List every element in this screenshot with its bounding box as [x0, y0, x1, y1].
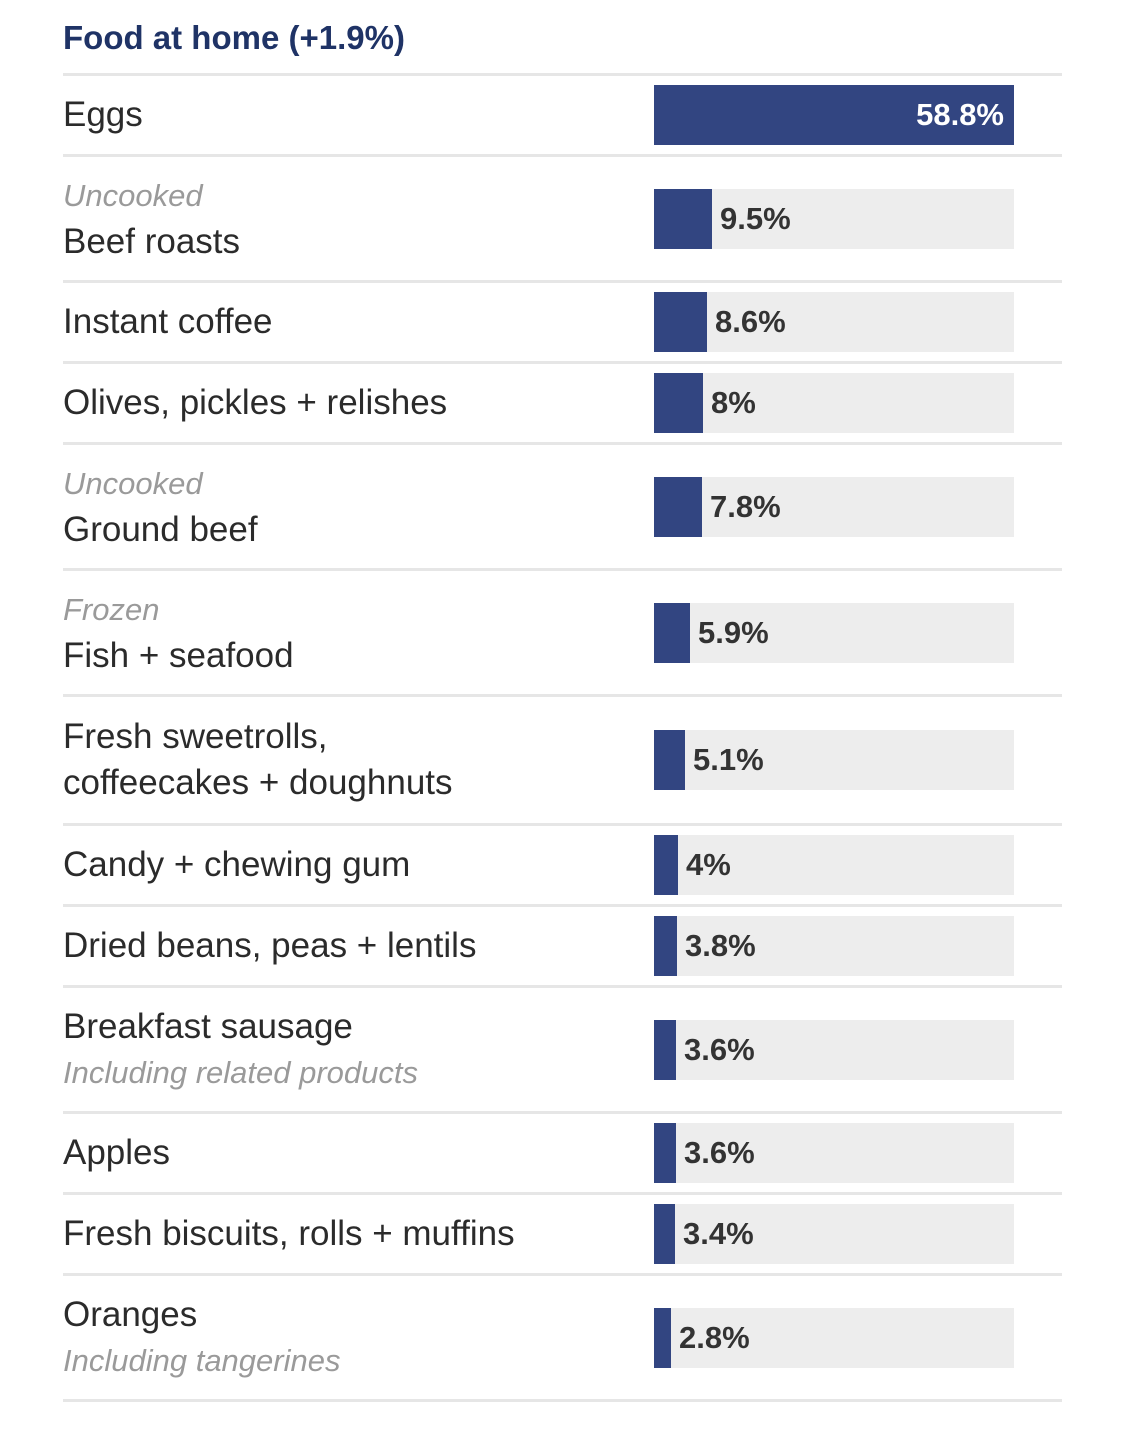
- value-label: 2.8%: [679, 1320, 750, 1355]
- bar-track: 58.8%: [654, 85, 1014, 145]
- table-row: Dried beans, peas + lentils 3.8%: [63, 907, 1062, 988]
- bar: [654, 1123, 676, 1183]
- bar: [654, 373, 703, 433]
- row-name: Breakfast sausage: [63, 1006, 353, 1046]
- bar-track: 8%: [654, 373, 1014, 433]
- table-row: Uncooked Beef roasts 9.5%: [63, 157, 1062, 283]
- row-label: Instant coffee: [63, 283, 633, 361]
- row-name: Eggs: [63, 95, 143, 134]
- bar: [654, 916, 677, 976]
- bar: [654, 603, 690, 663]
- chart-rows: Eggs 58.8% Uncooked Beef roasts 9.5% Instant …: [63, 76, 1062, 1402]
- bar-track: 3.8%: [654, 916, 1014, 976]
- bar-track: 5.1%: [654, 730, 1014, 790]
- row-note: Including tangerines: [63, 1342, 341, 1378]
- row-note: Including related products: [63, 1054, 419, 1090]
- bar-track: 5.9%: [654, 603, 1014, 663]
- value-label: 5.9%: [698, 615, 769, 650]
- bar: [654, 85, 1014, 145]
- row-label: Olives, pickles + relishes: [63, 364, 633, 442]
- bar-track: 3.4%: [654, 1204, 1014, 1264]
- row-note: Uncooked: [63, 465, 203, 501]
- bar: [654, 292, 707, 352]
- row-label: Candy + chewing gum: [63, 826, 633, 904]
- row-name: Fish + seafood: [63, 635, 294, 675]
- row-label: Fresh sweetrolls, coffeecakes + doughnut…: [63, 697, 633, 823]
- bar: [654, 1308, 671, 1368]
- bar-track: 7.8%: [654, 477, 1014, 537]
- bar-track: 8.6%: [654, 292, 1014, 352]
- bar: [654, 1020, 676, 1080]
- chart-title: Food at home (+1.9%): [63, 0, 1062, 76]
- table-row: Instant coffee 8.6%: [63, 283, 1062, 364]
- value-label: 4%: [686, 847, 731, 882]
- row-label: Uncooked Beef roasts: [63, 157, 633, 280]
- row-note: Uncooked: [63, 177, 203, 213]
- row-label: Uncooked Ground beef: [63, 445, 633, 568]
- row-name: Olives, pickles + relishes: [63, 383, 448, 422]
- value-label: 58.8%: [916, 97, 1004, 132]
- row-name: Fresh sweetrolls, coffeecakes + doughnut…: [63, 717, 453, 802]
- table-row: Olives, pickles + relishes 8%: [63, 364, 1062, 445]
- bar: [654, 1204, 675, 1264]
- table-row: Candy + chewing gum 4%: [63, 826, 1062, 907]
- bar-track: 4%: [654, 835, 1014, 895]
- row-label: Apples: [63, 1114, 633, 1192]
- row-name: Apples: [63, 1133, 171, 1172]
- row-label: Dried beans, peas + lentils: [63, 907, 633, 985]
- bar-track: 3.6%: [654, 1123, 1014, 1183]
- row-label: Oranges Including tangerines: [63, 1276, 633, 1399]
- row-label: Breakfast sausage Including related produ…: [63, 988, 633, 1111]
- table-row: Oranges Including tangerines 2.8%: [63, 1276, 1062, 1402]
- value-label: 3.4%: [683, 1216, 754, 1251]
- value-label: 3.8%: [685, 928, 756, 963]
- table-row: Apples 3.6%: [63, 1114, 1062, 1195]
- value-label: 3.6%: [684, 1032, 755, 1067]
- table-row: Breakfast sausage Including related produ…: [63, 988, 1062, 1114]
- value-label: 7.8%: [710, 489, 781, 524]
- value-label: 8.6%: [715, 304, 786, 339]
- value-label: 8%: [711, 385, 756, 420]
- row-name: Oranges: [63, 1294, 198, 1334]
- row-label: Eggs: [63, 76, 633, 154]
- bar-chart: Food at home (+1.9%) Eggs 58.8% Uncooked Be…: [63, 0, 1062, 1402]
- table-row: Eggs 58.8%: [63, 76, 1062, 157]
- bar: [654, 477, 702, 537]
- row-name: Beef roasts: [63, 221, 241, 261]
- row-label: Fresh biscuits, rolls + muffins: [63, 1195, 633, 1273]
- row-name: Dried beans, peas + lentils: [63, 926, 477, 965]
- bar: [654, 189, 712, 249]
- row-name: Fresh biscuits, rolls + muffins: [63, 1214, 515, 1253]
- bar: [654, 835, 678, 895]
- table-row: Fresh biscuits, rolls + muffins 3.4%: [63, 1195, 1062, 1276]
- table-row: Frozen Fish + seafood 5.9%: [63, 571, 1062, 697]
- value-label: 5.1%: [693, 742, 764, 777]
- row-label: Frozen Fish + seafood: [63, 571, 633, 694]
- bar-track: 9.5%: [654, 189, 1014, 249]
- table-row: Fresh sweetrolls, coffeecakes + doughnut…: [63, 697, 1062, 826]
- bar: [654, 730, 685, 790]
- bar-track: 3.6%: [654, 1020, 1014, 1080]
- table-row: Uncooked Ground beef 7.8%: [63, 445, 1062, 571]
- row-name: Instant coffee: [63, 302, 273, 341]
- bar-track: 2.8%: [654, 1308, 1014, 1368]
- row-name: Candy + chewing gum: [63, 845, 411, 884]
- row-name: Ground beef: [63, 509, 258, 549]
- value-label: 9.5%: [720, 201, 791, 236]
- row-note: Frozen: [63, 591, 160, 627]
- value-label: 3.6%: [684, 1135, 755, 1170]
